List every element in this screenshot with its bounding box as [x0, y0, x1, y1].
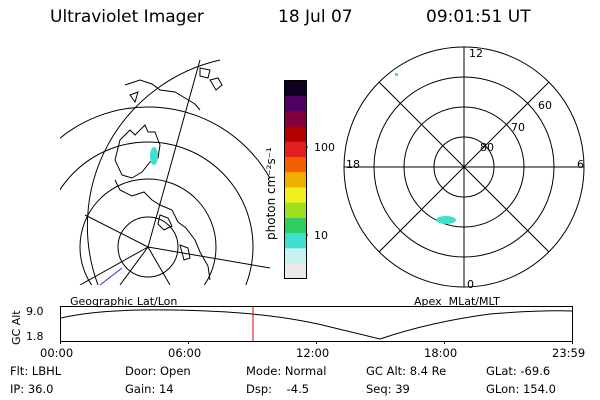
colorbar-band: [284, 171, 307, 188]
mlat-label-80: 80: [480, 141, 494, 154]
timeline-frame: [60, 306, 573, 342]
app-title: Ultraviolet Imager: [50, 7, 204, 27]
date-label: 18 Jul 07: [278, 7, 353, 27]
meridian-6: [119, 246, 149, 285]
timeline-xtick-1200: 12:00: [296, 346, 330, 360]
glon-status: GLon: 154.0: [486, 382, 556, 396]
colorbar-tick-100: 100: [314, 141, 335, 154]
coastline-4: [124, 79, 201, 111]
aurora-dot: [395, 73, 398, 76]
mlt-diagonal-2: [378, 81, 550, 253]
mlat-label-70: 70: [511, 121, 525, 134]
geographic-map: [60, 59, 270, 286]
mlt-label-right: 6: [577, 158, 584, 171]
mode-status: Mode: Normal: [246, 364, 327, 378]
timeline-xtick-0000: 00:00: [40, 346, 74, 360]
timeline-ytick-top: 9.0: [26, 305, 44, 318]
meridian-3: [79, 246, 149, 285]
timeline-ytick-bottom: 1.8: [26, 330, 44, 343]
colorbar: [284, 80, 308, 279]
coastline-8: [179, 244, 191, 261]
coastline-1: [114, 124, 161, 179]
lat-circle-3: [60, 141, 254, 285]
mlt-label-bottom: 0: [467, 278, 474, 291]
door-status: Door: Open: [125, 364, 191, 378]
geo-caption: Geographic Lat/Lon: [70, 295, 178, 308]
aurora-patch-polar: [436, 216, 456, 224]
colorbar-band: [284, 126, 307, 142]
colorbar-band: [284, 141, 307, 157]
meridian-2: [147, 246, 270, 269]
meridian-5: [147, 246, 171, 285]
colorbar-band: [284, 187, 307, 203]
seq-status: Seq: 39: [366, 382, 410, 396]
colorbar-band: [284, 232, 307, 249]
timeline-xtick-0600: 06:00: [168, 346, 202, 360]
colorbar-band: [284, 248, 307, 264]
mlat-label-60: 60: [538, 99, 552, 112]
altitude-curve: [60, 309, 573, 340]
colorbar-band: [284, 217, 307, 234]
colorbar-band: [284, 95, 307, 112]
horizon-arc: [86, 59, 221, 285]
coastline-2: [114, 179, 211, 281]
lat-circle-2: [79, 178, 217, 285]
polar-map: [343, 46, 585, 288]
colorbar-unit-label: photon cm⁻²s⁻¹: [264, 147, 278, 240]
orbit-track: [99, 267, 123, 286]
colorbar-band: [284, 202, 307, 218]
mlt-label-left: 18: [346, 158, 360, 171]
dsp-status: Dsp: -4.5: [246, 382, 310, 396]
colorbar-band: [284, 156, 307, 173]
timeline-xtick-1800: 18:00: [424, 346, 458, 360]
coastline-6: [129, 91, 139, 104]
meridian-1: [147, 59, 201, 248]
polar-caption: Apex MLat/MLT: [414, 295, 500, 308]
colorbar-band: [284, 110, 307, 127]
coastline-5: [199, 67, 211, 79]
gc-alt-status: GC Alt: 8.4 Re: [366, 364, 447, 378]
timeline-xtick-2359: 23:59: [552, 346, 586, 360]
timeline-plot[interactable]: [60, 306, 574, 344]
lat-circle-4: [60, 106, 270, 180]
filter-status: Flt: LBHL: [10, 364, 62, 378]
colorbar-band: [284, 263, 307, 279]
coastline-3: [157, 214, 173, 231]
time-label: 09:01:51 UT: [426, 7, 531, 27]
meridian-4: [84, 214, 149, 248]
gain-status: Gain: 14: [125, 382, 174, 396]
timeline-axis-label: GC Alt: [10, 310, 23, 345]
mlt-label-top: 12: [469, 47, 483, 60]
ip-status: IP: 36.0: [10, 382, 54, 396]
aurora-patch-geo: [150, 147, 158, 165]
colorbar-tick-10: 10: [314, 229, 328, 242]
colorbar-band: [284, 80, 307, 97]
lat-circle-1: [117, 216, 179, 278]
coastline-7: [209, 77, 223, 91]
glat-status: GLat: -69.6: [486, 364, 551, 378]
